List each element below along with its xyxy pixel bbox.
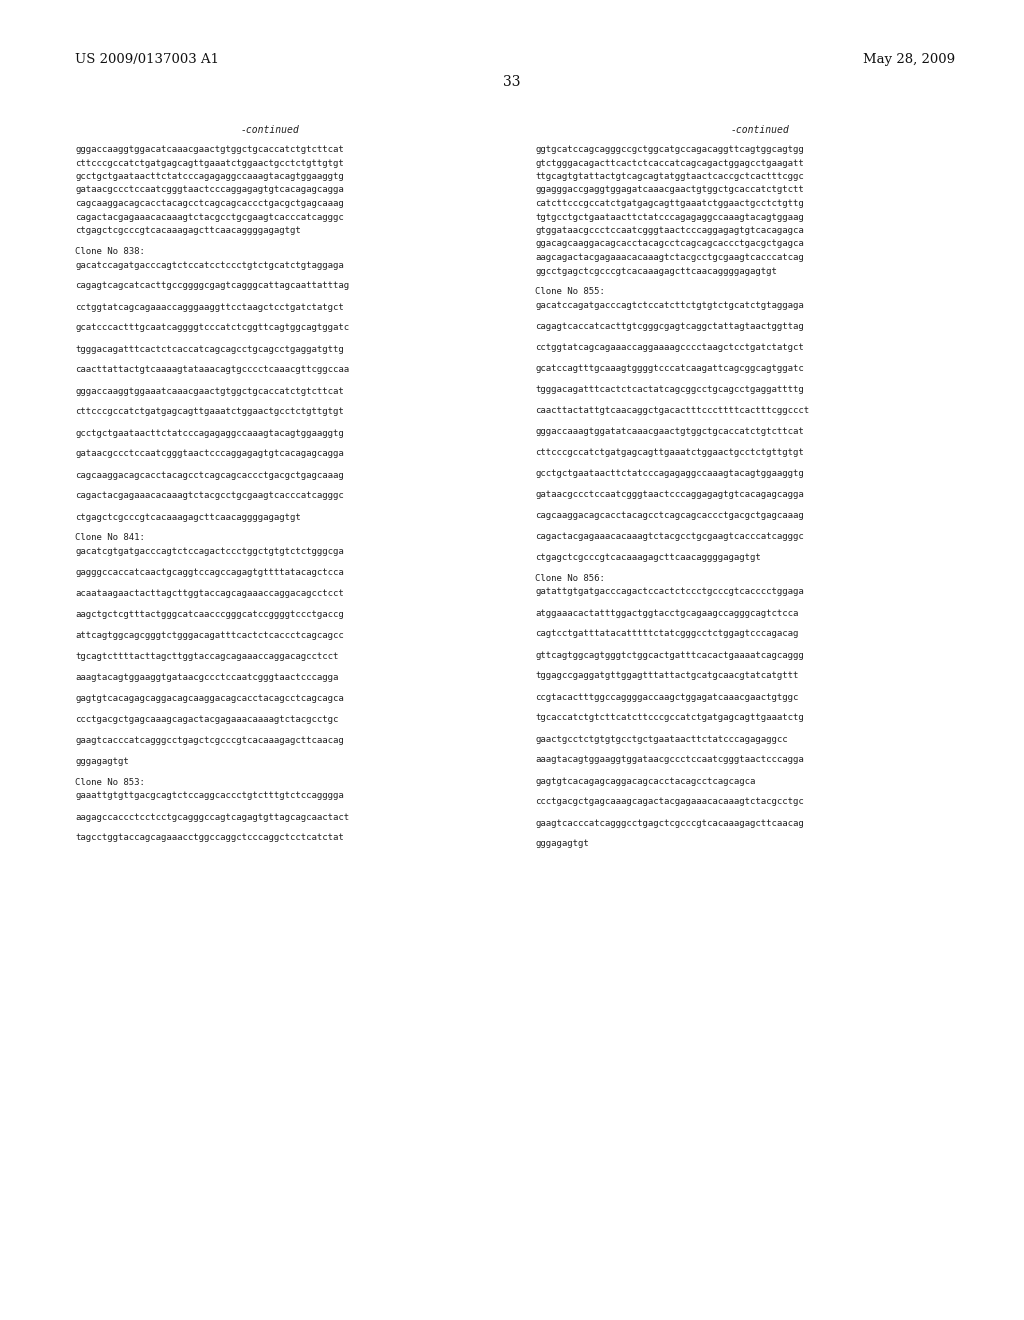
Text: ggtgcatccagcagggccgctggcatgccagacaggttcagtggcagtgg: ggtgcatccagcagggccgctggcatgccagacaggttca… xyxy=(535,145,804,154)
Text: tgcaccatctgtcttcatcttcccgccatctgatgagcagttgaaatctg: tgcaccatctgtcttcatcttcccgccatctgatgagcag… xyxy=(535,714,804,722)
Text: catcttcccgccatctgatgagcagttgaaatctggaactgcctctgttg: catcttcccgccatctgatgagcagttgaaatctggaact… xyxy=(535,199,804,209)
Text: gagtgtcacagagcaggacagcaaggacagcacctacagcctcagcagca: gagtgtcacagagcaggacagcaaggacagcacctacagc… xyxy=(75,694,344,704)
Text: gcctgctgaataacttctatcccagagaggccaaagtacagtggaaggtg: gcctgctgaataacttctatcccagagaggccaaagtaca… xyxy=(75,429,344,437)
Text: -continued: -continued xyxy=(731,125,790,135)
Text: cagactacgagaaacacaaagtctacgcctgcgaagtcacccatcagggc: cagactacgagaaacacaaagtctacgcctgcgaagtcac… xyxy=(535,532,804,541)
Text: cttcccgccatctgatgagcagttgaaatctggaactgcctctgttgtgt: cttcccgccatctgatgagcagttgaaatctggaactgcc… xyxy=(535,447,804,457)
Text: ggcctgagctcgcccgtcacaaagagcttcaacaggggagagtgt: ggcctgagctcgcccgtcacaaagagcttcaacaggggag… xyxy=(535,267,777,276)
Text: acaataagaactacttagcttggtaccagcagaaaccaggacagcctcct: acaataagaactacttagcttggtaccagcagaaaccagg… xyxy=(75,589,344,598)
Text: cagagtcagcatcacttgccggggcgagtcagggcattagcaattatttag: cagagtcagcatcacttgccggggcgagtcagggcattag… xyxy=(75,281,349,290)
Text: gacatccagatgacccagtctccatcctccctgtctgcatctgtaggaga: gacatccagatgacccagtctccatcctccctgtctgcat… xyxy=(75,260,344,269)
Text: aagctgctcgtttactgggcatcaacccgggcatccggggtccctgaccg: aagctgctcgtttactgggcatcaacccgggcatccgggg… xyxy=(75,610,344,619)
Text: gtctgggacagacttcactctcaccatcagcagactggagcctgaagatt: gtctgggacagacttcactctcaccatcagcagactggag… xyxy=(535,158,804,168)
Text: cagcaaggacagcacctacagcctcagcagcaccctgacgctgagcaaag: cagcaaggacagcacctacagcctcagcagcaccctgacg… xyxy=(535,511,804,520)
Text: cttcccgccatctgatgagcagttgaaatctggaactgcctctgttgtgt: cttcccgccatctgatgagcagttgaaatctggaactgcc… xyxy=(75,158,344,168)
Text: gggaccaaggtggaaatcaaacgaactgtggctgcaccatctgtcttcat: gggaccaaggtggaaatcaaacgaactgtggctgcaccat… xyxy=(75,387,344,396)
Text: ctgagctcgcccgtcacaaagagcttcaacaggggagagtgt: ctgagctcgcccgtcacaaagagcttcaacaggggagagt… xyxy=(535,553,761,562)
Text: cagcaaggacagcacctacagcctcagcagcaccctgacgctgagcaaag: cagcaaggacagcacctacagcctcagcagcaccctgacg… xyxy=(75,470,344,479)
Text: gggaccaaggtggacatcaaacgaactgtggctgcaccatctgtcttcat: gggaccaaggtggacatcaaacgaactgtggctgcaccat… xyxy=(75,145,344,154)
Text: ccctgacgctgagcaaagcagactacgagaaacaaaagtctacgcctgc: ccctgacgctgagcaaagcagactacgagaaacaaaagtc… xyxy=(75,715,338,723)
Text: gataacgccctccaatcgggtaactcccaggagagtgtcacagagcagga: gataacgccctccaatcgggtaactcccaggagagtgtca… xyxy=(75,450,344,458)
Text: -continued: -continued xyxy=(241,125,299,135)
Text: tggagccgaggatgttggagtttattactgcatgcaacgtatcatgttt: tggagccgaggatgttggagtttattactgcatgcaacgt… xyxy=(535,672,799,681)
Text: gggagagtgt: gggagagtgt xyxy=(75,756,129,766)
Text: gcatccagtttgcaaagtggggtcccatcaagattcagcggcagtggatc: gcatccagtttgcaaagtggggtcccatcaagattcagcg… xyxy=(535,364,804,374)
Text: Clone No 841:: Clone No 841: xyxy=(75,533,144,543)
Text: tagcctggtaccagcagaaacctggccaggctcccaggctcctcatctat: tagcctggtaccagcagaaacctggccaggctcccaggct… xyxy=(75,833,344,842)
Text: gaaattgtgttgacgcagtctccaggcaccctgtctttgtctccagggga: gaaattgtgttgacgcagtctccaggcaccctgtctttgt… xyxy=(75,792,344,800)
Text: gaagtcacccatcagggcctgagctcgcccgtcacaaagagcttcaacag: gaagtcacccatcagggcctgagctcgcccgtcacaaaga… xyxy=(535,818,804,828)
Text: Clone No 855:: Clone No 855: xyxy=(535,288,605,297)
Text: ctgagctcgcccgtcacaaagagcttcaacaggggagagtgt: ctgagctcgcccgtcacaaagagcttcaacaggggagagt… xyxy=(75,512,301,521)
Text: May 28, 2009: May 28, 2009 xyxy=(863,54,955,66)
Text: gacatcgtgatgacccagtctccagactccctggctgtgtctctgggcga: gacatcgtgatgacccagtctccagactccctggctgtgt… xyxy=(75,546,344,556)
Text: Clone No 856:: Clone No 856: xyxy=(535,574,605,583)
Text: gatattgtgatgacccagactccactctccctgcccgtcacccctggaga: gatattgtgatgacccagactccactctccctgcccgtca… xyxy=(535,587,804,597)
Text: gggaccaaagtggatatcaaacgaactgtggctgcaccatctgtcttcat: gggaccaaagtggatatcaaacgaactgtggctgcaccat… xyxy=(535,426,804,436)
Text: gggagagtgt: gggagagtgt xyxy=(535,840,589,849)
Text: ctgagctcgcccgtcacaaagagcttcaacaggggagagtgt: ctgagctcgcccgtcacaaagagcttcaacaggggagagt… xyxy=(75,226,301,235)
Text: cagtcctgatttatacatttttctatcgggcctctggagtcccagacag: cagtcctgatttatacatttttctatcgggcctctggagt… xyxy=(535,630,799,639)
Text: ttgcagtgtattactgtcagcagtatggtaactcaccgctcactttcggc: ttgcagtgtattactgtcagcagtatggtaactcaccgct… xyxy=(535,172,804,181)
Text: gttcagtggcagtgggtctggcactgatttcacactgaaaatcagcaggg: gttcagtggcagtgggtctggcactgatttcacactgaaa… xyxy=(535,651,804,660)
Text: aaagtacagtggaaggtgataacgccctccaatcgggtaactcccagga: aaagtacagtggaaggtgataacgccctccaatcgggtaa… xyxy=(75,673,338,682)
Text: cagcaaggacagcacctacagcctcagcagcaccctgacgctgagcaaag: cagcaaggacagcacctacagcctcagcagcaccctgacg… xyxy=(75,199,344,209)
Text: gcctgctgaataacttctatcccagagaggccaaagtacagtggaaggtg: gcctgctgaataacttctatcccagagaggccaaagtaca… xyxy=(535,469,804,478)
Text: gaagtcacccatcagggcctgagctcgcccgtcacaaagagcttcaacag: gaagtcacccatcagggcctgagctcgcccgtcacaaaga… xyxy=(75,737,344,744)
Text: ggagggaccgaggtggagatcaaacgaactgtggctgcaccatctgtctt: ggagggaccgaggtggagatcaaacgaactgtggctgcac… xyxy=(535,186,804,194)
Text: tgggacagatttcactctcaccatcagcagcctgcagcctgaggatgttg: tgggacagatttcactctcaccatcagcagcctgcagcct… xyxy=(75,345,344,354)
Text: gataacgccctccaatcgggtaactcccaggagagtgtcacagagcagga: gataacgccctccaatcgggtaactcccaggagagtgtca… xyxy=(535,490,804,499)
Text: aagagccaccctcctcctgcagggccagtcagagtgttagcagcaactact: aagagccaccctcctcctgcagggccagtcagagtgttag… xyxy=(75,813,349,821)
Text: gtggataacgccctccaatcgggtaactcccaggagagtgtcacagagca: gtggataacgccctccaatcgggtaactcccaggagagtg… xyxy=(535,226,804,235)
Text: caacttattactgtcaaaagtataaacagtgcccctcaaacgttcggccaa: caacttattactgtcaaaagtataaacagtgcccctcaaa… xyxy=(75,366,349,375)
Text: cttcccgccatctgatgagcagttgaaatctggaactgcctctgttgtgt: cttcccgccatctgatgagcagttgaaatctggaactgcc… xyxy=(75,408,344,417)
Text: gagggccaccatcaactgcaggtccagccagagtgttttatacagctcca: gagggccaccatcaactgcaggtccagccagagtgtttta… xyxy=(75,568,344,577)
Text: gcatcccactttgcaatcaggggtcccatctcggttcagtggcagtggatc: gcatcccactttgcaatcaggggtcccatctcggttcagt… xyxy=(75,323,349,333)
Text: cagagtcaccatcacttgtcgggcgagtcaggctattagtaactggttag: cagagtcaccatcacttgtcgggcgagtcaggctattagt… xyxy=(535,322,804,331)
Text: atggaaacactatttggactggtacctgcagaagccagggcagtctcca: atggaaacactatttggactggtacctgcagaagccaggg… xyxy=(535,609,799,618)
Text: gaactgcctctgtgtgcctgctgaataacttctatcccagagaggcc: gaactgcctctgtgtgcctgctgaataacttctatcccag… xyxy=(535,734,787,743)
Text: gataacgccctccaatcgggtaactcccaggagagtgtcacagagcagga: gataacgccctccaatcgggtaactcccaggagagtgtca… xyxy=(75,186,344,194)
Text: attcagtggcagcgggtctgggacagatttcactctcaccctcagcagcc: attcagtggcagcgggtctgggacagatttcactctcacc… xyxy=(75,631,344,640)
Text: tgtgcctgctgaataacttctatcccagagaggccaaagtacagtggaag: tgtgcctgctgaataacttctatcccagagaggccaaagt… xyxy=(535,213,804,222)
Text: cctggtatcagcagaaaccagggaaggttcctaagctcctgatctatgct: cctggtatcagcagaaaccagggaaggttcctaagctcct… xyxy=(75,302,344,312)
Text: ggacagcaaggacagcacctacagcctcagcagcaccctgacgctgagca: ggacagcaaggacagcacctacagcctcagcagcaccctg… xyxy=(535,239,804,248)
Text: ccctgacgctgagcaaagcagactacgagaaacacaaagtctacgcctgc: ccctgacgctgagcaaagcagactacgagaaacacaaagt… xyxy=(535,797,804,807)
Text: gcctgctgaataacttctatcccagagaggccaaagtacagtggaaggtg: gcctgctgaataacttctatcccagagaggccaaagtaca… xyxy=(75,172,344,181)
Text: caacttactattgtcaacaggctgacactttcccttttcactttcggccct: caacttactattgtcaacaggctgacactttcccttttca… xyxy=(535,407,809,414)
Text: cctggtatcagcagaaaccaggaaaagcccctaagctcctgatctatgct: cctggtatcagcagaaaccaggaaaagcccctaagctcct… xyxy=(535,343,804,352)
Text: aagcagactacgagaaacacaaagtctacgcctgcgaagtcacccatcag: aagcagactacgagaaacacaaagtctacgcctgcgaagt… xyxy=(535,253,804,261)
Text: aaagtacagtggaaggtggataacgccctccaatcgggtaactcccagga: aaagtacagtggaaggtggataacgccctccaatcgggta… xyxy=(535,755,804,764)
Text: gagtgtcacagagcaggacagcacctacagcctcagcagca: gagtgtcacagagcaggacagcacctacagcctcagcagc… xyxy=(535,776,756,785)
Text: cagactacgagaaacacaaagtctacgcctgcgaagtcacccatcagggc: cagactacgagaaacacaaagtctacgcctgcgaagtcac… xyxy=(75,491,344,500)
Text: tgcagtcttttacttagcttggtaccagcagaaaccaggacagcctcct: tgcagtcttttacttagcttggtaccagcagaaaccagga… xyxy=(75,652,338,661)
Text: Clone No 853:: Clone No 853: xyxy=(75,777,144,787)
Text: US 2009/0137003 A1: US 2009/0137003 A1 xyxy=(75,54,219,66)
Text: 33: 33 xyxy=(503,75,521,88)
Text: cagactacgagaaacacaaagtctacgcctgcgaagtcacccatcagggc: cagactacgagaaacacaaagtctacgcctgcgaagtcac… xyxy=(75,213,344,222)
Text: Clone No 838:: Clone No 838: xyxy=(75,247,144,256)
Text: tgggacagatttcactctcactatcagcggcctgcagcctgaggattttg: tgggacagatttcactctcactatcagcggcctgcagcct… xyxy=(535,385,804,393)
Text: ccgtacactttggccaggggaccaagctggagatcaaacgaactgtggc: ccgtacactttggccaggggaccaagctggagatcaaacg… xyxy=(535,693,799,701)
Text: gacatccagatgacccagtctccatcttctgtgtctgcatctgtaggaga: gacatccagatgacccagtctccatcttctgtgtctgcat… xyxy=(535,301,804,310)
